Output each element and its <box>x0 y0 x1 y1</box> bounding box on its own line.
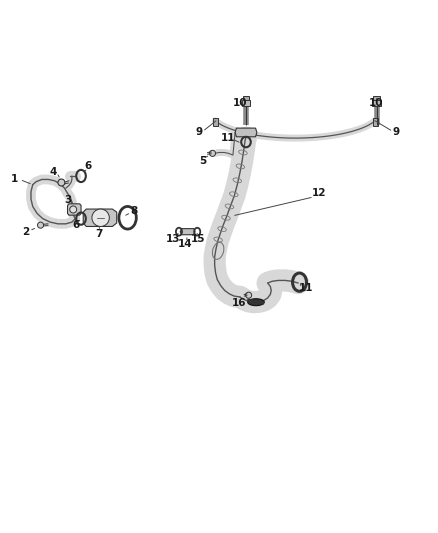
Text: 10: 10 <box>369 98 384 108</box>
Text: 9: 9 <box>196 126 203 136</box>
Bar <box>213 118 219 126</box>
Ellipse shape <box>248 298 264 305</box>
Text: 16: 16 <box>231 298 246 308</box>
Text: 3: 3 <box>64 196 71 205</box>
Text: 1: 1 <box>11 174 18 184</box>
Circle shape <box>38 222 44 228</box>
Polygon shape <box>67 204 81 215</box>
Text: 9: 9 <box>392 126 400 136</box>
Polygon shape <box>83 209 117 227</box>
Text: 6: 6 <box>73 220 80 230</box>
Circle shape <box>246 292 252 298</box>
Circle shape <box>70 206 77 213</box>
Text: 10: 10 <box>233 98 247 108</box>
Text: 8: 8 <box>131 206 138 216</box>
Bar <box>243 96 250 100</box>
Circle shape <box>92 209 110 227</box>
Text: 14: 14 <box>178 239 192 249</box>
Text: 6: 6 <box>85 161 92 172</box>
Bar <box>373 118 378 126</box>
Bar <box>372 100 381 106</box>
Circle shape <box>58 179 65 186</box>
Text: 2: 2 <box>22 227 29 237</box>
Polygon shape <box>180 229 195 235</box>
Text: 11: 11 <box>220 133 235 143</box>
Text: 12: 12 <box>312 188 326 198</box>
Bar <box>373 96 380 100</box>
Text: 7: 7 <box>95 229 103 239</box>
Bar <box>242 100 251 106</box>
Text: 11: 11 <box>299 283 313 293</box>
Text: 15: 15 <box>191 234 205 244</box>
Circle shape <box>209 150 215 156</box>
Text: 13: 13 <box>166 234 180 244</box>
Polygon shape <box>235 128 257 137</box>
Text: 5: 5 <box>199 156 206 166</box>
Text: 4: 4 <box>50 167 57 176</box>
